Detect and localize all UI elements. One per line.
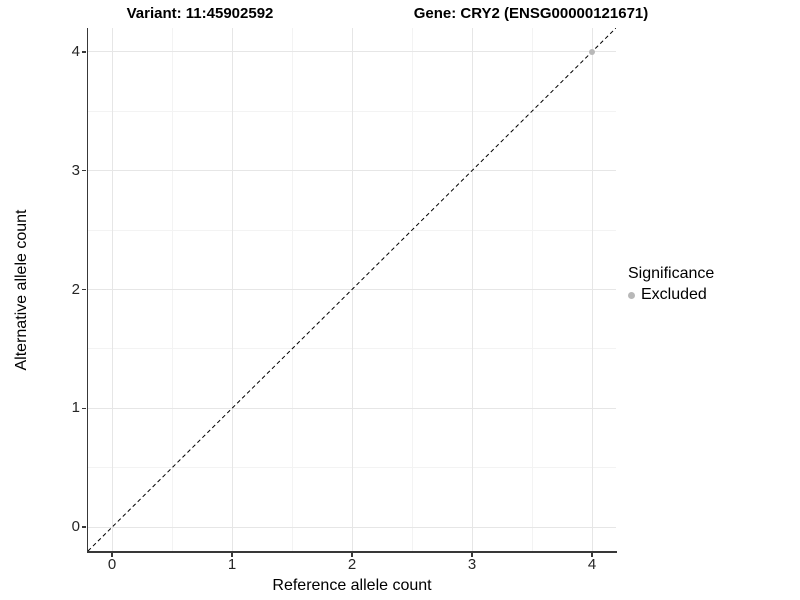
x-tick-label: 4: [587, 556, 597, 573]
y-tick-mark: [82, 407, 86, 410]
y-tick-mark: [82, 526, 86, 528]
y-major-gridline: [88, 170, 616, 172]
y-tick-label: 0: [71, 518, 80, 536]
x-tick-label: 3: [467, 556, 477, 573]
variant-title: Variant: 11:45902592: [126, 5, 274, 22]
identity-dashed-line: [88, 28, 616, 551]
x-tick-mark: [231, 553, 233, 557]
x-tick-label: 2: [347, 556, 357, 573]
legend-item-label: Excluded: [641, 286, 707, 303]
data-point: [589, 48, 595, 55]
y-major-gridline: [88, 526, 616, 528]
y-tick-mark: [82, 169, 86, 172]
y-tick-label: 1: [71, 399, 80, 417]
x-tick-mark: [471, 553, 473, 557]
legend-item-excluded: Excluded: [628, 286, 714, 304]
y-tick-label: 2: [71, 280, 80, 298]
plot-panel: [88, 28, 616, 551]
gene-title: Gene: CRY2 (ENSG00000121671): [413, 5, 649, 22]
x-tick-mark: [111, 553, 113, 557]
y-tick-mark: [82, 51, 86, 53]
legend: Significance Excluded: [628, 265, 714, 304]
x-tick-mark: [351, 553, 353, 557]
y-major-gridline: [88, 51, 616, 53]
legend-title: Significance: [628, 265, 715, 282]
x-tick-mark: [591, 553, 593, 557]
y-tick-label: 3: [71, 161, 80, 179]
identity-line-path: [88, 28, 616, 551]
excluded-point-icon: [628, 291, 635, 299]
y-axis-title: Alternative allele count: [13, 209, 30, 371]
y-major-gridline: [88, 407, 616, 409]
x-axis-title: Reference allele count: [272, 577, 432, 594]
x-tick-label: 1: [227, 556, 237, 573]
x-tick-label: 0: [107, 556, 117, 573]
y-tick-label: 4: [71, 42, 80, 60]
y-axis-line: [86, 28, 89, 553]
x-axis-line: [86, 551, 617, 553]
y-tick-mark: [82, 288, 86, 291]
